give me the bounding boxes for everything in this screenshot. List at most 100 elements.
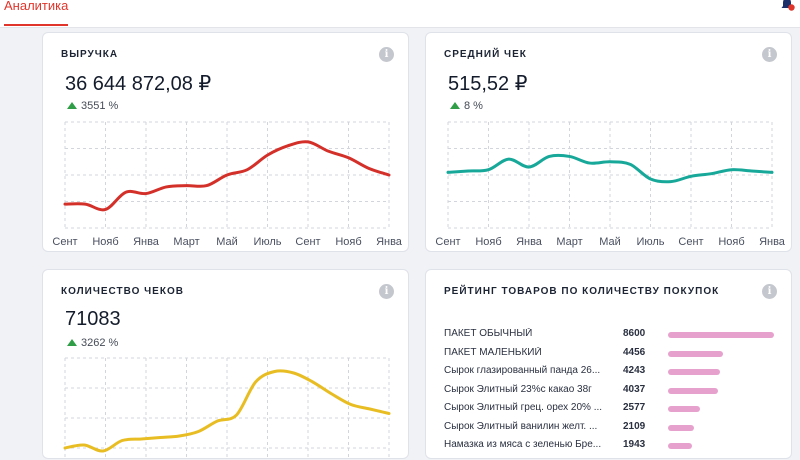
revenue-delta: 3551 % xyxy=(67,100,118,112)
revenue-data-point-5 xyxy=(165,185,168,188)
notification-bell-icon[interactable] xyxy=(779,0,795,17)
revenue-x-tick-label: Сент xyxy=(52,236,77,248)
avg-check-series-line xyxy=(446,153,774,184)
rating-product-name: Сырок Элитный ванилин желт. ... xyxy=(444,420,598,432)
checks-count-data-point-6 xyxy=(178,435,181,438)
avg-check-data-point-5 xyxy=(548,155,551,158)
avg-check-data-point-16 xyxy=(771,171,774,174)
info-icon[interactable]: i xyxy=(762,47,777,62)
checks-count-data-point-10 xyxy=(254,381,257,384)
avg-check-x-tick-label: Янва xyxy=(759,236,786,248)
up-arrow-icon xyxy=(67,102,77,109)
checks-count-data-point-5 xyxy=(159,436,162,439)
avg-check-title: СРЕДНИЙ ЧЕК xyxy=(444,49,527,60)
checks-count-data-point-15 xyxy=(349,403,352,406)
tab-analytics[interactable]: Аналитика xyxy=(4,0,69,13)
checks-count-data-point-1 xyxy=(83,444,86,447)
product-rating-card: РЕЙТИНГ ТОВАРОВ ПО КОЛИЧЕСТВУ ПОКУПОК i … xyxy=(425,269,792,459)
avg-check-x-tick-label: Май xyxy=(599,236,621,248)
avg-check-data-point-9 xyxy=(629,163,632,166)
checks-count-data-point-8 xyxy=(216,420,219,423)
revenue-value: 36 644 872,08 ₽ xyxy=(65,73,212,95)
rating-bar xyxy=(668,406,700,412)
checks-count-card: КОЛИЧЕСТВО ЧЕКОВ i 71083 3262 % xyxy=(42,269,409,460)
avg-check-delta-value: 8 % xyxy=(464,100,483,112)
avg-check-data-point-7 xyxy=(588,162,591,165)
revenue-delta-value: 3551 % xyxy=(81,100,119,112)
rating-bar xyxy=(668,369,721,375)
active-tab-indicator xyxy=(4,24,68,26)
checks-count-data-point-2 xyxy=(102,450,105,453)
avg-check-data-point-1 xyxy=(467,170,470,173)
rating-product-name: ПАКЕТ ОБЫЧНЫЙ xyxy=(444,328,533,339)
revenue-data-point-13 xyxy=(327,150,330,153)
avg-check-x-tick-label: Июль xyxy=(636,236,664,248)
up-arrow-icon xyxy=(450,102,460,109)
revenue-title: ВЫРУЧКА xyxy=(61,49,119,60)
revenue-data-point-3 xyxy=(124,191,127,194)
rating-bar xyxy=(668,350,723,357)
avg-check-x-tick-label: Нояб xyxy=(718,236,744,248)
avg-check-x-tick-label: Март xyxy=(556,236,582,248)
avg-check-data-point-13 xyxy=(710,172,713,175)
revenue-data-point-10 xyxy=(266,154,269,157)
revenue-x-tick-label: Июль xyxy=(253,236,281,248)
checks-count-data-point-7 xyxy=(197,430,200,433)
rating-purchase-count: 8600 xyxy=(623,328,646,339)
checks-count-data-point-16 xyxy=(368,408,371,411)
revenue-data-point-7 xyxy=(205,184,208,187)
avg-check-x-tick-label: Янва xyxy=(516,236,543,248)
info-icon[interactable]: i xyxy=(379,47,394,62)
revenue-x-tick-label: Янва xyxy=(376,236,403,248)
revenue-data-point-14 xyxy=(347,156,350,159)
revenue-x-tick-label: Нояб xyxy=(92,236,118,248)
checks-count-data-point-9 xyxy=(235,414,238,417)
revenue-data-point-6 xyxy=(185,184,188,187)
rating-purchase-count: 4456 xyxy=(623,346,646,358)
revenue-line-chart: Сент Нояб Янва Март Май Июль Сент Нояб Янва xyxy=(52,121,403,248)
top-navigation-bar: Аналитика xyxy=(0,0,800,28)
rating-title: РЕЙТИНГ ТОВАРОВ ПО КОЛИЧЕСТВУ ПОКУПОК xyxy=(444,286,720,297)
revenue-x-tick-label: Янва xyxy=(133,236,160,248)
info-icon[interactable]: i xyxy=(379,284,394,299)
rating-purchase-count: 2577 xyxy=(623,402,646,413)
avg-check-data-point-0 xyxy=(447,171,450,174)
revenue-x-tick-label: Сент xyxy=(295,236,320,248)
rating-purchase-count: 2109 xyxy=(623,420,646,432)
avg-check-x-tick-label: Нояб xyxy=(475,236,501,248)
rating-purchase-count: 4037 xyxy=(623,383,646,395)
revenue-data-point-8 xyxy=(226,174,229,177)
revenue-data-point-1 xyxy=(84,203,87,206)
avg-check-data-point-15 xyxy=(750,170,753,173)
avg-check-value: 515,52 ₽ xyxy=(448,73,528,95)
rating-product-name: Сырок Элитный 23%с какао 38г xyxy=(444,383,592,395)
revenue-data-point-0 xyxy=(64,203,67,206)
checks-count-delta: 3262 % xyxy=(67,337,118,349)
checks-count-data-point-14 xyxy=(330,393,333,396)
rating-bar xyxy=(668,443,692,449)
avg-check-data-point-8 xyxy=(609,160,612,163)
revenue-data-point-16 xyxy=(388,174,391,177)
checks-count-data-point-11 xyxy=(273,370,276,373)
avg-check-data-point-2 xyxy=(487,168,490,171)
info-icon[interactable]: i xyxy=(762,284,777,299)
checks-count-data-point-3 xyxy=(121,439,124,442)
checks-count-series-line xyxy=(63,369,391,453)
revenue-series-line xyxy=(63,140,391,212)
checks-count-data-point-4 xyxy=(140,438,143,441)
revenue-card: ВЫРУЧКА i 36 644 872,08 ₽ 3551 % Сент Ноя… xyxy=(42,32,409,252)
checks-count-data-point-17 xyxy=(388,412,391,415)
revenue-data-point-15 xyxy=(367,167,370,170)
revenue-x-tick-label: Март xyxy=(173,236,199,248)
avg-check-delta: 8 % xyxy=(450,100,483,112)
checks-count-value: 71083 xyxy=(65,308,121,330)
revenue-data-point-9 xyxy=(246,168,249,171)
rating-bar xyxy=(668,332,774,338)
avg-check-data-point-4 xyxy=(528,166,531,169)
avg-check-data-point-14 xyxy=(730,168,733,171)
avg-check-data-point-3 xyxy=(507,158,510,161)
avg-check-x-tick-label: Сент xyxy=(435,236,460,248)
rating-product-name: Сырок глазированный панда 26... xyxy=(444,365,601,376)
avg-check-data-point-11 xyxy=(669,180,672,183)
up-arrow-icon xyxy=(67,339,77,346)
